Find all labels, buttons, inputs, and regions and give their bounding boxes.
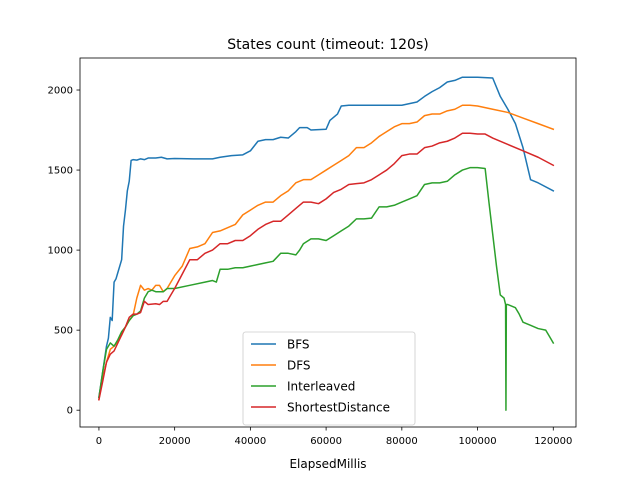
x-tick-label: 80000	[386, 436, 418, 447]
legend-box	[242, 331, 416, 426]
x-tick-label: 0	[96, 436, 102, 447]
legend-label-bfs: BFS	[287, 338, 310, 352]
x-axis-label: ElapsedMillis	[289, 457, 366, 471]
legend-label-dfs: DFS	[287, 359, 311, 373]
x-tick-label: 120000	[534, 436, 572, 447]
x-tick-label: 20000	[159, 436, 191, 447]
x-tick-label: 60000	[310, 436, 342, 447]
series-line-shortestdistance	[98, 132, 555, 401]
axes-layer: 0 20000 40000 60000 80000 100000 120000 0 500 100…	[48, 57, 577, 447]
series-line-dfs	[98, 104, 555, 400]
x-tick-label: 100000	[458, 436, 496, 447]
plot-frame	[79, 57, 577, 428]
legend-label-shortestdistance: ShortestDistance	[287, 401, 390, 415]
series-line-interleaved	[98, 166, 555, 411]
legend: BFS DFS Interleaved ShortestDistance	[242, 331, 416, 426]
series-layer	[98, 76, 555, 411]
y-tick-label: 1500	[48, 166, 73, 177]
legend-label-interleaved: Interleaved	[287, 380, 355, 394]
y-tick-label: 2000	[48, 86, 73, 97]
y-tick-label: 1000	[48, 246, 73, 257]
series-line-bfs	[98, 76, 555, 399]
x-tick-label: 40000	[234, 436, 266, 447]
y-tick-label: 0	[67, 406, 73, 417]
chart-title: States count (timeout: 120s)	[227, 37, 428, 53]
y-tick-label: 500	[54, 326, 73, 337]
